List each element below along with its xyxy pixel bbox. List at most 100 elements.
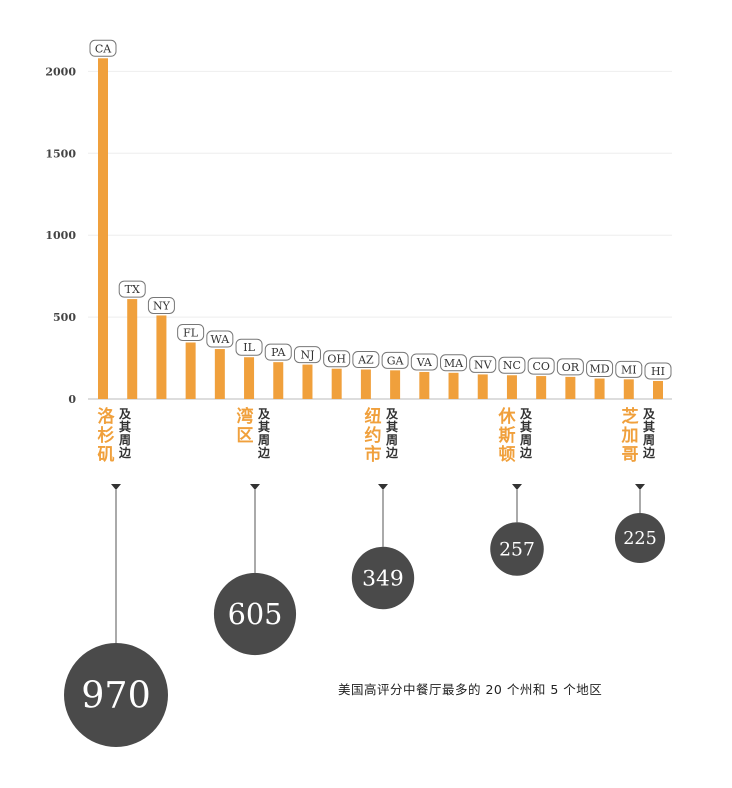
region-sub-char: 及 bbox=[386, 407, 399, 421]
region-sub-char: 周 bbox=[119, 433, 131, 447]
state-label: CA bbox=[95, 42, 112, 55]
state-label-box bbox=[469, 355, 497, 373]
bar bbox=[594, 378, 605, 399]
bar bbox=[331, 368, 342, 399]
state-label: OH bbox=[327, 353, 346, 366]
state-label-box bbox=[323, 350, 351, 368]
state-label-box bbox=[410, 353, 438, 371]
bar bbox=[390, 370, 401, 399]
state-label-box bbox=[264, 343, 292, 361]
connector-marker bbox=[512, 484, 522, 490]
region-sub-char: 其 bbox=[119, 419, 131, 434]
bar bbox=[506, 375, 517, 399]
y-tick-label: 500 bbox=[53, 311, 76, 324]
connector-marker bbox=[111, 484, 121, 490]
state-label-box bbox=[89, 39, 117, 57]
state-label: NV bbox=[474, 358, 493, 371]
region-sub-char: 及 bbox=[119, 407, 132, 421]
region-name-char: 芝 bbox=[622, 406, 639, 427]
state-label: MD bbox=[590, 363, 610, 376]
state-label-box bbox=[644, 362, 672, 380]
state-label: HI bbox=[651, 365, 665, 378]
region-sub-char: 边 bbox=[385, 445, 399, 460]
state-label: MI bbox=[621, 363, 637, 376]
region-sub-char: 其 bbox=[386, 419, 398, 434]
state-label: AZ bbox=[357, 354, 374, 367]
bar bbox=[273, 362, 284, 399]
region-sub-char: 边 bbox=[519, 445, 533, 460]
region-name-char: 哥 bbox=[622, 445, 639, 465]
region-name-char: 区 bbox=[237, 426, 254, 446]
state-label-box bbox=[206, 330, 234, 348]
state-label-box bbox=[498, 356, 526, 374]
region-sub-char: 边 bbox=[642, 445, 656, 460]
bar bbox=[360, 369, 371, 399]
bar bbox=[127, 299, 138, 399]
region-sub-char: 其 bbox=[520, 419, 532, 434]
bar bbox=[565, 376, 576, 399]
state-label-box bbox=[440, 354, 468, 372]
region-sub-char: 及 bbox=[643, 407, 656, 421]
state-label: NJ bbox=[300, 349, 314, 362]
state-label: IL bbox=[243, 341, 255, 354]
region-bubble bbox=[351, 546, 415, 610]
region-name-char: 顿 bbox=[499, 444, 516, 465]
y-tick-label: 0 bbox=[68, 393, 76, 406]
state-label-box bbox=[147, 296, 175, 314]
region-bubble bbox=[213, 572, 297, 656]
region-sub-char: 及 bbox=[258, 407, 271, 421]
state-label-box bbox=[235, 338, 263, 356]
bar bbox=[653, 380, 663, 399]
bar bbox=[623, 379, 634, 399]
state-label-box bbox=[352, 351, 380, 369]
connector-marker bbox=[378, 484, 388, 490]
bar bbox=[419, 371, 430, 399]
state-label-box bbox=[586, 360, 614, 378]
state-label: CO bbox=[532, 360, 549, 373]
region-sub-char: 边 bbox=[118, 445, 132, 460]
state-label: FL bbox=[183, 326, 199, 339]
state-label: NY bbox=[153, 299, 171, 312]
region-name-char: 湾 bbox=[237, 406, 254, 427]
y-tick-label: 2000 bbox=[45, 65, 76, 78]
state-label-box bbox=[293, 346, 321, 364]
region-sub-char: 周 bbox=[258, 433, 270, 447]
bar bbox=[156, 315, 167, 399]
state-label-box bbox=[556, 358, 584, 376]
region-sub-char: 边 bbox=[257, 445, 271, 460]
state-label: NC bbox=[503, 359, 521, 372]
state-label: MA bbox=[444, 357, 464, 370]
state-label: GA bbox=[387, 354, 405, 367]
region-bubble bbox=[64, 643, 168, 747]
region-bubble-value: 257 bbox=[499, 540, 535, 561]
region-sub-char: 及 bbox=[520, 407, 533, 421]
state-label: VA bbox=[416, 356, 433, 369]
bar bbox=[536, 376, 547, 399]
bar bbox=[302, 364, 313, 399]
state-label: WA bbox=[210, 333, 230, 346]
region-bubble bbox=[490, 522, 544, 576]
y-tick-label: 1000 bbox=[45, 229, 76, 242]
state-label-box bbox=[527, 357, 555, 375]
region-name-char: 纽 bbox=[365, 406, 382, 427]
state-label-box bbox=[177, 323, 205, 341]
region-sub-char: 周 bbox=[520, 433, 532, 447]
region-sub-char: 其 bbox=[643, 419, 655, 434]
y-tick-label: 1500 bbox=[45, 147, 76, 160]
region-name-char: 约 bbox=[365, 425, 382, 446]
region-name-char: 加 bbox=[621, 426, 639, 446]
bar bbox=[185, 342, 196, 399]
region-name-char: 矶 bbox=[98, 445, 115, 465]
state-label-box bbox=[118, 280, 146, 298]
state-label: TX bbox=[125, 283, 140, 296]
region-bubble-value: 605 bbox=[228, 597, 283, 631]
region-name-char: 休 bbox=[498, 406, 517, 427]
region-bubble-value: 349 bbox=[362, 567, 404, 592]
region-name-char: 市 bbox=[365, 444, 382, 465]
state-label: PA bbox=[271, 346, 286, 359]
region-sub-char: 周 bbox=[386, 433, 398, 447]
region-sub-char: 其 bbox=[258, 419, 270, 434]
region-sub-char: 周 bbox=[643, 433, 655, 447]
